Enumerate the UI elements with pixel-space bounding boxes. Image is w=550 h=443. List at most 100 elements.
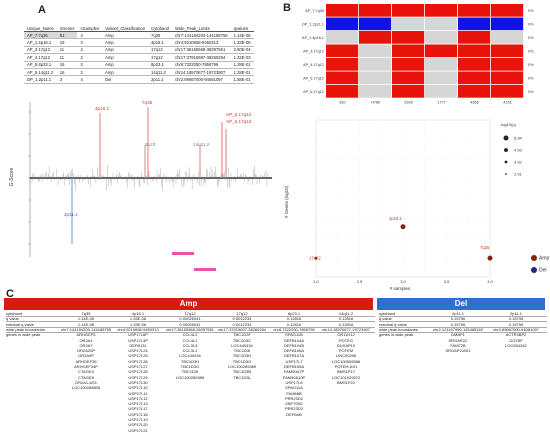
gene-name: USP17L8 (285, 379, 303, 385)
gene-name: USP17L7 (285, 358, 303, 364)
bubble-scatter-plot: 2.0 2.5 3.0 3.5 4.0 # samples # Genes (log10… (284, 119, 550, 291)
gene-name: GGT8P (509, 337, 523, 343)
scatter-point[interactable] (400, 224, 406, 230)
heatmap-cell (425, 17, 458, 31)
table-cell: AP_6.14q11.2 (24, 68, 57, 77)
size-legend-dot (504, 148, 508, 152)
gene-name: USP17L12 (128, 395, 148, 401)
gene-name: CCL4L2 (182, 332, 198, 338)
gene-name: TBC1D3L (233, 374, 251, 380)
heatmap-percent: 0% (528, 23, 534, 27)
gistic-ylabel: G-Score (9, 167, 15, 186)
table-cell: chr17:36155568-36397551 (171, 46, 231, 55)
row-divider (6, 321, 375, 323)
peak-q: 0.12816 (338, 316, 354, 322)
table-cell: 2 (77, 46, 103, 55)
gistic-marker (194, 268, 216, 271)
scatter-point[interactable] (489, 257, 491, 259)
scatter-point-label: 17q12 (309, 256, 321, 261)
panel-label-b: B (283, 2, 291, 14)
table-cell: 4 (77, 31, 103, 40)
row-divider (6, 331, 375, 333)
peak-q: 0.00026041 (179, 316, 201, 322)
gene-name: LINC00296 (335, 353, 357, 359)
table-cell: 1.22E-03 (230, 53, 254, 62)
type-legend-label: Del (539, 268, 547, 274)
heatmap-cell (359, 85, 392, 98)
table-cell: 4 (77, 75, 103, 84)
table-row[interactable]: AP_3.17q12 11 2 Amp 17q12 chr17:36155568-3639… (24, 46, 254, 55)
gene-name: POTEH-AS1 (334, 364, 358, 369)
table-cell: 17q12 (148, 46, 172, 55)
peak-label: 7q35 (142, 100, 153, 105)
gene-name: USP17L21 (128, 427, 148, 433)
table-row[interactable]: AP_5.8p23.1 16 3 Amp 8p23.1 chr8:7322050-7858… (24, 61, 254, 69)
table-cell: Amp (102, 46, 149, 55)
row-divider (6, 326, 375, 328)
row-label: residual q value (6, 321, 35, 327)
peak-rq: 0.00026041 (179, 321, 201, 327)
heatmap-cell (359, 71, 392, 85)
table-cell: 51 (56, 31, 78, 40)
table-row[interactable]: AP_1.4p16.1 19 3 Amp 4p16.1 chr4:9210658-9450… (24, 38, 254, 47)
table-row[interactable]: AP_6.14q11.2 16 2 Amp 14q11.2 chr14:18970677-… (24, 68, 254, 77)
size-legend-dot (503, 135, 509, 141)
row-label: residual q value (379, 321, 408, 327)
heatmap-row-label: DP_1.2p11.1 (302, 23, 324, 27)
gene-name: USP17L6P (128, 332, 148, 338)
gene-name: DEFB105A (283, 364, 304, 369)
table-cell: 17q12 (148, 53, 172, 62)
scatter-ylabel: # Genes (log10) (284, 185, 289, 218)
gene-name: TBC1D3F (233, 332, 251, 338)
size-legend-value: 2.91 (514, 172, 523, 177)
peak-wpb: chr2:89667000-94581097 (493, 326, 539, 332)
gene-name: CCL4L1 (182, 337, 198, 343)
table-header-row: Unique_Name nGenes nSamples Variant_Classif… (24, 25, 254, 32)
heatmap-percent: 0% (528, 90, 534, 94)
heatmap-row-label: AP_4.17q12 (303, 63, 324, 67)
scatter-xlabel: # samples (390, 286, 411, 291)
gistic-score-plot: G-Score 4p16.1 7q35 8p23 14q11.2 AP_5.17q12 A… (9, 100, 272, 271)
table-row[interactable]: DP_1.2p11.1 3 4 Del 2p11.1 chr2:89667000-9458… (24, 75, 254, 84)
table-row[interactable]: AP_7.7q35 51 4 Amp 7q35 chr7:144184203-144188… (24, 31, 254, 40)
table-cell: chr14:18970677-19723907 (171, 68, 231, 77)
heatmap-cell (491, 31, 524, 44)
gene-name: TBC1D3I (233, 348, 251, 354)
type-legend-dot (531, 267, 537, 273)
gene-name: POTEG (338, 337, 353, 343)
table-row[interactable]: AP_4.17q12 11 2 Amp 17q12 chr17:37915697-3826… (24, 53, 254, 62)
gene-name: USP17L3P (128, 337, 148, 343)
gene-name: OR2A1-AS1 (74, 379, 97, 385)
table-header-cell: nGenes (56, 25, 78, 32)
peak-cytoband: 17q12 (184, 311, 196, 316)
heatmap-row-label: AP_1.4p16.1 (302, 36, 324, 40)
peak-wpb: chr14:18970677-19723907 (321, 326, 371, 332)
gene-name: TBC1D3G (232, 358, 252, 364)
gene-name: OR2A9P (78, 353, 94, 359)
heatmap-cell (392, 4, 425, 17)
heatmap-percent: 0% (528, 9, 534, 13)
heatmap-percent: 0% (528, 77, 534, 81)
size-legend-value: 3.92 (514, 160, 523, 165)
gene-name: DMBP1 (451, 332, 465, 338)
heatmap-cell (326, 31, 359, 44)
gene-name: USP17L27 (128, 364, 148, 369)
del-label: 2p11.1 (64, 212, 78, 217)
gene-name: CTAGE4 (78, 369, 94, 375)
gene-name: TBC1D3H (232, 353, 252, 359)
heatmap-col-label: 4356 (470, 101, 478, 105)
peak-wpb: chr2:121157950-145465160 (433, 326, 483, 332)
peak-q: 1.33E-06 (129, 316, 147, 322)
heatmap-row-label: AP_5.17q12 (303, 77, 324, 81)
heatmap-col-label: H766 (371, 101, 380, 105)
peak-wpb: chr8:7322050-7858796 (273, 326, 315, 332)
scatter-point[interactable] (314, 256, 318, 260)
gene-name: USP17L20 (128, 422, 148, 428)
heatmap-cell (458, 31, 491, 44)
table-cell: 2p11.1 (148, 75, 172, 84)
row-label: cytoband (379, 311, 396, 316)
gene-name: USP17L28 (128, 369, 148, 375)
gene-name: ARHGEF35 (75, 358, 97, 364)
table-cell: Amp (102, 61, 149, 69)
heatmap-cell (491, 71, 524, 85)
